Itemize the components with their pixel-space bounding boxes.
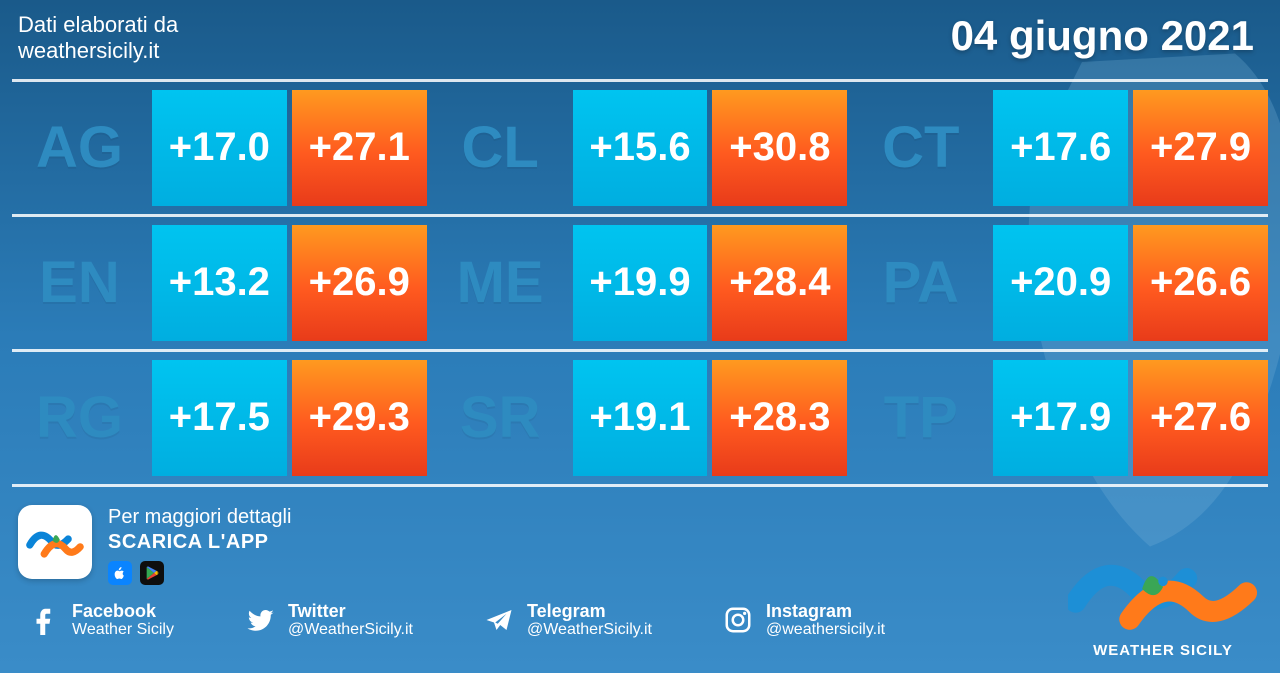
province-cluster: TP+17.9+27.6: [853, 360, 1268, 476]
social-twitter: Twitter @WeatherSicily.it: [244, 601, 413, 640]
social-name: Instagram: [766, 601, 885, 622]
temp-max: +26.9: [292, 225, 427, 341]
social-text: Facebook Weather Sicily: [72, 601, 174, 640]
appstore-icon: [108, 561, 132, 585]
province-cluster: SR+19.1+28.3: [433, 360, 848, 476]
province-cluster: AG+17.0+27.1: [12, 90, 427, 206]
temp-max: +27.6: [1133, 360, 1268, 476]
social-text: Instagram @weathersicily.it: [766, 601, 885, 640]
temp-max: +27.9: [1133, 90, 1268, 206]
header-attribution: Dati elaborati da weathersicily.it: [18, 12, 178, 65]
telegram-icon: [483, 604, 515, 636]
temp-min: +15.6: [573, 90, 708, 206]
footer-line2: SCARICA L'APP: [108, 530, 291, 555]
temp-max: +28.4: [712, 225, 847, 341]
temp-max: +29.3: [292, 360, 427, 476]
brand-logo: WEATHER SICILY: [1068, 533, 1258, 659]
temp-min: +19.9: [573, 225, 708, 341]
province-cluster: CL+15.6+30.8: [433, 90, 848, 206]
brand-caption: WEATHER SICILY: [1068, 642, 1258, 659]
table-row: AG+17.0+27.1CL+15.6+30.8CT+17.6+27.9: [12, 79, 1268, 217]
header-source: weathersicily.it: [18, 38, 178, 64]
temp-min: +17.9: [993, 360, 1128, 476]
province-code: SR: [433, 360, 568, 476]
social-name: Facebook: [72, 601, 174, 622]
province-code: EN: [12, 225, 147, 341]
social-instagram: Instagram @weathersicily.it: [722, 601, 885, 640]
province-code: PA: [853, 225, 988, 341]
social-handle: @WeatherSicily.it: [527, 621, 652, 639]
social-text: Telegram @WeatherSicily.it: [527, 601, 652, 640]
social-telegram: Telegram @WeatherSicily.it: [483, 601, 652, 640]
store-icons: [108, 561, 291, 585]
social-text: Twitter @WeatherSicily.it: [288, 601, 413, 640]
province-code: ME: [433, 225, 568, 341]
table-row: RG+17.5+29.3SR+19.1+28.3TP+17.9+27.6: [12, 352, 1268, 487]
social-handle: @weathersicily.it: [766, 621, 885, 639]
province-cluster: ME+19.9+28.4: [433, 225, 848, 341]
app-badge: [18, 505, 92, 579]
social-handle: Weather Sicily: [72, 621, 174, 639]
province-code: RG: [12, 360, 147, 476]
temp-max: +28.3: [712, 360, 847, 476]
temp-max: +27.1: [292, 90, 427, 206]
footer-line1: Per maggiori dettagli: [108, 505, 291, 530]
social-facebook: Facebook Weather Sicily: [28, 601, 174, 640]
province-code: CL: [433, 90, 568, 206]
temp-min: +17.6: [993, 90, 1128, 206]
footer-text: Per maggiori dettagli SCARICA L'APP: [108, 505, 291, 585]
header-date: 04 giugno 2021: [951, 12, 1254, 60]
temp-min: +17.5: [152, 360, 287, 476]
temp-min: +20.9: [993, 225, 1128, 341]
province-code: TP: [853, 360, 988, 476]
province-cluster: PA+20.9+26.6: [853, 225, 1268, 341]
header-line1: Dati elaborati da: [18, 12, 178, 38]
province-code: CT: [853, 90, 988, 206]
social-handle: @WeatherSicily.it: [288, 621, 413, 639]
temp-min: +19.1: [573, 360, 708, 476]
province-cluster: EN+13.2+26.9: [12, 225, 427, 341]
header: Dati elaborati da weathersicily.it 04 gi…: [0, 0, 1280, 69]
instagram-icon: [722, 604, 754, 636]
twitter-icon: [244, 604, 276, 636]
ws-logo-icon: [25, 512, 85, 572]
province-cluster: RG+17.5+29.3: [12, 360, 427, 476]
facebook-icon: [28, 604, 60, 636]
table-row: EN+13.2+26.9ME+19.9+28.4PA+20.9+26.6: [12, 217, 1268, 352]
temp-max: +30.8: [712, 90, 847, 206]
temp-max: +26.6: [1133, 225, 1268, 341]
social-name: Twitter: [288, 601, 413, 622]
temp-min: +17.0: [152, 90, 287, 206]
playstore-icon: [140, 561, 164, 585]
social-name: Telegram: [527, 601, 652, 622]
temp-min: +13.2: [152, 225, 287, 341]
province-code: AG: [12, 90, 147, 206]
province-cluster: CT+17.6+27.9: [853, 90, 1268, 206]
temperature-grid: AG+17.0+27.1CL+15.6+30.8CT+17.6+27.9EN+1…: [12, 79, 1268, 487]
